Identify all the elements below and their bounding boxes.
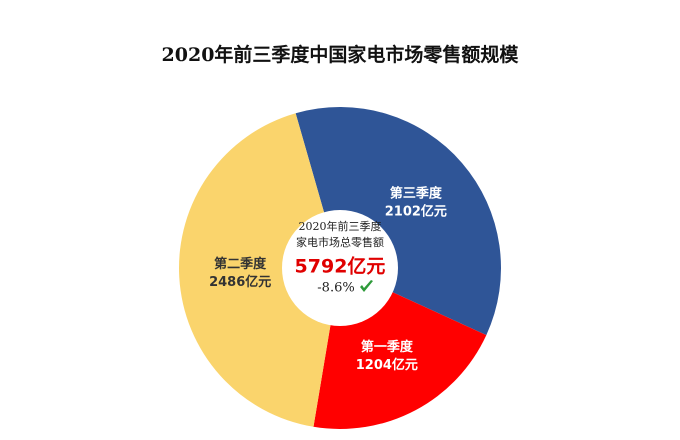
slice-value-label: 2102亿元 <box>385 203 447 219</box>
center-change: -8.6% <box>317 281 354 296</box>
slice-label: 第三季度 <box>390 185 443 201</box>
center-title: 家电市场总零售额 <box>296 235 384 249</box>
donut-hole <box>282 210 398 326</box>
slice-label: 第二季度 <box>214 256 267 272</box>
slice-value-label: 1204亿元 <box>356 357 418 373</box>
slice <box>295 107 501 336</box>
check-icon <box>360 280 373 292</box>
center-title: 2020年前三季度 <box>299 219 382 233</box>
slice <box>179 113 340 427</box>
slice-value-label: 2486亿元 <box>209 274 271 290</box>
chart-title: 2020年前三季度中国家电市场零售额规模 <box>162 43 520 66</box>
center-value: 5792亿元 <box>295 255 386 278</box>
slice-label: 第一季度 <box>361 339 414 355</box>
